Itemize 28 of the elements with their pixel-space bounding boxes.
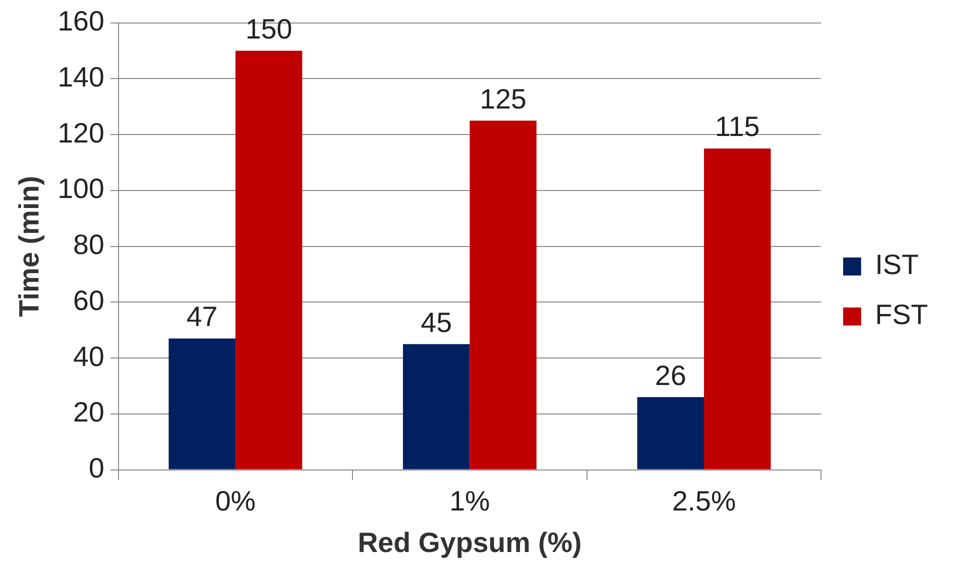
bar: [637, 397, 704, 470]
y-axis-title: Time (min): [14, 176, 45, 317]
x-tick-label: 1%: [449, 485, 490, 516]
y-tick-label: 140: [58, 61, 104, 92]
bar: [402, 344, 470, 470]
y-tick-label: 0: [88, 452, 104, 484]
x-axis-title: Red Gypsum (%): [358, 526, 582, 558]
y-tick-label: 20: [73, 396, 104, 428]
y-tick-label: 60: [73, 284, 104, 316]
legend-label: FST: [875, 299, 928, 330]
data-label: 115: [715, 111, 760, 142]
bar: [470, 120, 536, 470]
bar: [168, 338, 236, 470]
data-label: 45: [420, 306, 452, 338]
y-tick-label: 120: [58, 117, 104, 148]
y-tick-label: 160: [58, 6, 104, 37]
y-tick-label: 80: [73, 229, 104, 260]
y-tick-label: 100: [58, 173, 104, 204]
x-tick-label: 2.5%: [672, 485, 736, 516]
bar: [704, 148, 771, 470]
data-label: 150: [245, 13, 292, 44]
data-label: 47: [186, 301, 218, 332]
legend-label: IST: [875, 249, 919, 280]
x-tick-label: 0%: [215, 485, 256, 516]
data-label: 26: [655, 360, 686, 391]
bar: [235, 50, 302, 470]
y-tick-label: 40: [73, 340, 104, 372]
data-label: 125: [480, 83, 526, 114]
